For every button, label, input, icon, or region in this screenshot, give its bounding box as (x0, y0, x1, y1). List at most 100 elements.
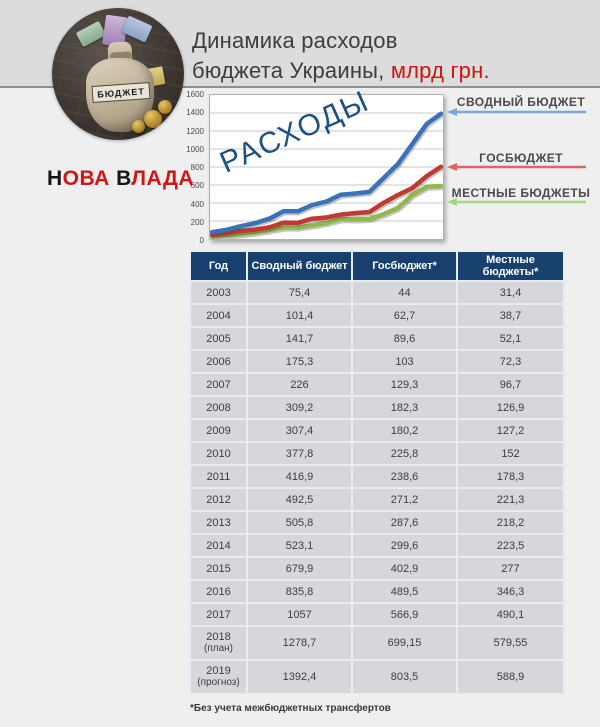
legend-label: СВОДНЫЙ БЮДЖЕТ (456, 95, 586, 109)
table-row: 2019 (прогноз) 1392,4 803,5 588,9 (191, 661, 563, 693)
y-axis-tick-label: 1000 (186, 144, 204, 154)
table-row: 2015 679,9 402,9 277 (191, 558, 563, 579)
year-note: (прогноз) (197, 677, 240, 688)
legend-label: ГОСБЮДЖЕТ (479, 151, 563, 165)
year-cell: 2007 (191, 374, 246, 395)
value-cell: 307,4 (248, 420, 351, 441)
table-column-header: Местные бюджеты* (458, 252, 563, 280)
table-row: 2012 492,5 271,2 221,3 (191, 489, 563, 510)
table-header-row: Год Сводный бюджет Госбюджет* Местные бюдже… (191, 252, 563, 280)
value-cell: 38,7 (458, 305, 563, 326)
value-cell: 309,2 (248, 397, 351, 418)
value-cell: 699,15 (353, 627, 456, 659)
value-cell: 225,8 (353, 443, 456, 464)
line-chart (210, 111, 443, 239)
value-cell: 103 (353, 351, 456, 372)
value-cell: 803,5 (353, 661, 456, 693)
legend-arrow-icon (447, 194, 587, 212)
value-cell: 126,9 (458, 397, 563, 418)
coin (158, 100, 172, 114)
y-axis-tick-label: 0 (199, 236, 204, 245)
y-axis-tick-label: 800 (190, 163, 204, 172)
year-cell: 2019 (прогноз) (191, 661, 246, 693)
year-cell: 2014 (191, 535, 246, 556)
value-cell: 492,5 (248, 489, 351, 510)
table-footnote: *Без учета межбюджетных трансфертов (190, 703, 391, 714)
y-axis-tick-label: 1600 (186, 90, 204, 99)
value-cell: 835,8 (248, 581, 351, 602)
table-row: 2006 175,3 103 72,3 (191, 351, 563, 372)
year-cell: 2010 (191, 443, 246, 464)
table-row: 2008 309,2 182,3 126,9 (191, 397, 563, 418)
value-cell: 141,7 (248, 328, 351, 349)
value-cell: 129,3 (353, 374, 456, 395)
budget-data-table: Год Сводный бюджет Госбюджет* Местные бюдже… (189, 250, 565, 695)
logo-letters: ЛАДА (131, 167, 195, 190)
legend-label: МЕСТНЫЕ БЮДЖЕТЫ (451, 186, 591, 200)
value-cell: 31,4 (458, 282, 563, 303)
table-row: 2013 505,8 287,6 218,2 (191, 512, 563, 533)
coin (144, 110, 162, 128)
nova-vlada-logo: НОВА ВЛАДА (47, 167, 194, 191)
value-cell: 1278,7 (248, 627, 351, 659)
value-cell: 72,3 (458, 351, 563, 372)
y-axis-tick-label: 200 (190, 217, 204, 227)
year-cell: 2016 (191, 581, 246, 602)
value-cell: 218,2 (458, 512, 563, 533)
value-cell: 180,2 (353, 420, 456, 441)
table-column-header: Сводный бюджет (248, 252, 351, 280)
value-cell: 566,9 (353, 604, 456, 625)
value-cell: 223,5 (458, 535, 563, 556)
value-cell: 287,6 (353, 512, 456, 533)
year-cell: 2009 (191, 420, 246, 441)
value-cell: 44 (353, 282, 456, 303)
table-row: 2003 75,4 44 31,4 (191, 282, 563, 303)
value-cell: 182,3 (353, 397, 456, 418)
value-cell: 299,6 (353, 535, 456, 556)
year-cell: 2004 (191, 305, 246, 326)
coin (132, 120, 145, 133)
y-axis-tick-label: 600 (190, 181, 204, 191)
value-cell: 346,3 (458, 581, 563, 602)
value-cell: 579,55 (458, 627, 563, 659)
table-row: 2016 835,8 489,5 346,3 (191, 581, 563, 602)
table-row: 2004 101,4 62,7 38,7 (191, 305, 563, 326)
value-cell: 52,1 (458, 328, 563, 349)
y-axis-tick-label: 400 (190, 199, 204, 209)
table-column-header: Год (191, 252, 246, 280)
table-row: 2011 416,9 238,6 178,3 (191, 466, 563, 487)
table-row: 2005 141,7 89,6 52,1 (191, 328, 563, 349)
legend-arrow-icon (447, 104, 587, 122)
year-note: (план) (204, 643, 233, 654)
year-cell: 2015 (191, 558, 246, 579)
page-title: Динамика расходов бюджета Украины, млрд … (192, 26, 490, 86)
value-cell: 221,3 (458, 489, 563, 510)
budget-bag-photo: БЮДЖЕТ (52, 8, 184, 140)
year-cell: 2003 (191, 282, 246, 303)
value-cell: 238,6 (353, 466, 456, 487)
logo-letter: Н (47, 167, 63, 190)
logo-letters: ОВА (62, 167, 110, 190)
table-row: 2007 226 129,3 96,7 (191, 374, 563, 395)
title-units: млрд грн. (390, 58, 490, 83)
y-axis-tick-label: 1200 (186, 126, 204, 136)
value-cell: 523,1 (248, 535, 351, 556)
value-cell: 175,3 (248, 351, 351, 372)
value-cell: 416,9 (248, 466, 351, 487)
value-cell: 505,8 (248, 512, 351, 533)
year-cell: 2018 (план) (191, 627, 246, 659)
year-cell: 2006 (191, 351, 246, 372)
value-cell: 1392,4 (248, 661, 351, 693)
value-cell: 588,9 (458, 661, 563, 693)
value-cell: 277 (458, 558, 563, 579)
value-cell: 62,7 (353, 305, 456, 326)
year-cell: 2005 (191, 328, 246, 349)
value-cell: 490,1 (458, 604, 563, 625)
value-cell: 489,5 (353, 581, 456, 602)
value-cell: 152 (458, 443, 563, 464)
value-cell: 679,9 (248, 558, 351, 579)
value-cell: 271,2 (353, 489, 456, 510)
value-cell: 377,8 (248, 443, 351, 464)
year-cell: 2017 (191, 604, 246, 625)
